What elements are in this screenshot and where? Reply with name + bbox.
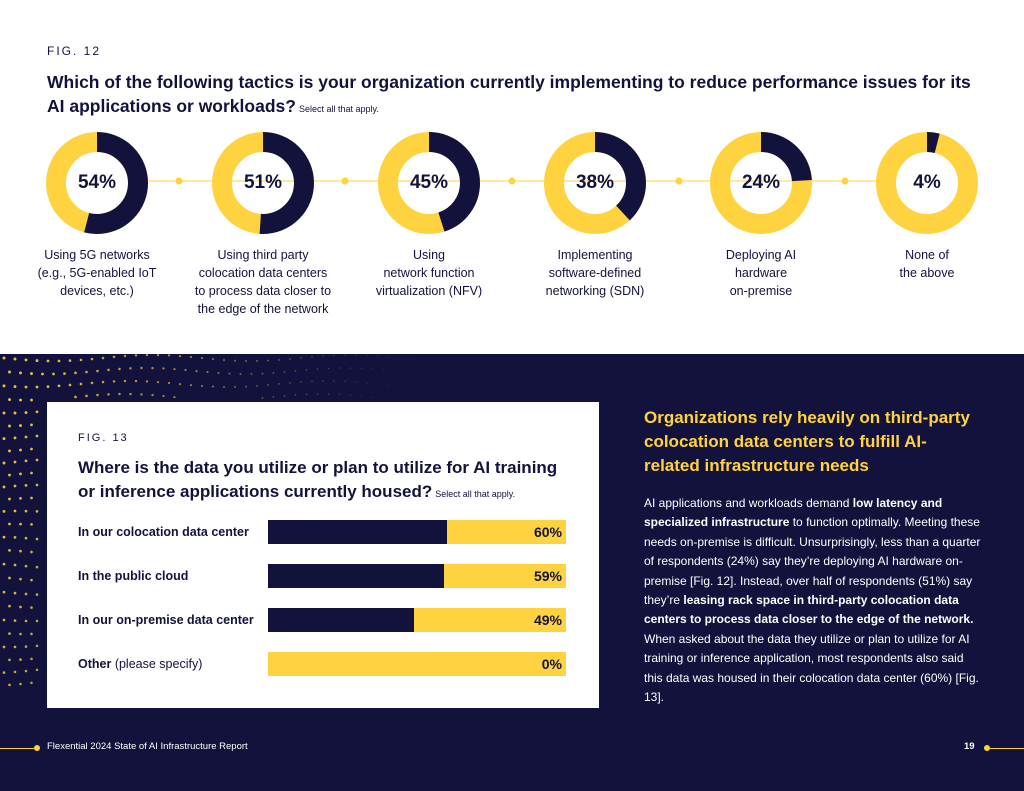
bar-label-main: In our on-premise data center	[78, 613, 254, 627]
bar-row: In the public cloud 59%	[78, 564, 566, 588]
connector-dot	[675, 177, 683, 185]
bar-track: 59%	[268, 564, 566, 588]
donut-chart: 51%	[212, 132, 314, 234]
fig13-card: FIG. 13 Where is the data you utilize or…	[47, 402, 599, 708]
bar-track: 0%	[268, 652, 566, 676]
bar-row: In our colocation data center 60%	[78, 520, 566, 544]
bar-fill	[268, 564, 444, 588]
bar-value: 60%	[533, 524, 562, 540]
donut-chart: 4%	[876, 132, 978, 234]
donut-label-line: Deploying AI	[725, 248, 797, 262]
fig12-label: FIG. 12	[47, 44, 102, 58]
bar-label: In the public cloud	[78, 564, 188, 588]
donut-label-line: None of	[905, 248, 949, 262]
donut-label-line: Using	[413, 248, 445, 262]
connector-dot	[341, 177, 349, 185]
footer-rule-left	[0, 748, 34, 749]
connector-dot	[841, 177, 849, 185]
donut-connector	[148, 177, 877, 185]
bar-label-main: Other	[78, 657, 112, 671]
sidebar-body-text: to function optimally. Meeting these nee…	[644, 515, 981, 608]
donut-percent: 45%	[409, 172, 449, 193]
bar-value: 59%	[533, 568, 562, 584]
bar-label: In our on-premise data center	[78, 608, 254, 632]
donut-label-line: virtualization (NFV)	[375, 284, 483, 298]
fig12-question: Which of the following tactics is your o…	[47, 70, 987, 121]
bar-label-note: (please specify)	[111, 657, 203, 671]
donut-label-line: Implementing	[557, 248, 633, 262]
bar-track: 49%	[268, 608, 566, 632]
donut-value-arc	[212, 132, 314, 234]
donut-label-line: Using 5G networks	[44, 248, 150, 262]
donut-percent: 38%	[575, 172, 615, 193]
sidebar-body-emphasis: leasing rack space in third-party coloca…	[644, 593, 974, 627]
sidebar-body: AI applications and workloads demand low…	[644, 494, 982, 707]
donut-value-arc	[46, 132, 148, 234]
sidebar-body-text: AI applications and workloads demand	[644, 496, 853, 510]
donut-label-line: (e.g., 5G-enabled IoT	[37, 266, 157, 280]
fig13-section: FIG. 13 Where is the data you utilize or…	[0, 354, 1024, 791]
bar-fill	[268, 520, 447, 544]
bar-label-main: In the public cloud	[78, 569, 189, 583]
footer-report-title: Flexential 2024 State of AI Infrastructu…	[47, 741, 248, 752]
donut-label-line: network function	[383, 266, 475, 280]
donut-label-line: the edge of the network	[197, 302, 329, 316]
donut-percent: 24%	[741, 172, 781, 193]
donut-label-line: networking (SDN)	[545, 284, 645, 298]
connector-dot	[508, 177, 516, 185]
donut-label-line: colocation data centers	[198, 266, 328, 280]
donut-value-arc	[710, 132, 812, 234]
footer-rule-right	[990, 748, 1024, 749]
donut-label-line: devices, etc.)	[60, 284, 134, 298]
bar-fill	[268, 608, 415, 632]
sidebar-body-emphasis: low latency and specialized infrastructu…	[644, 496, 943, 530]
sidebar-body-text: When asked about the data they utilize o…	[644, 631, 979, 705]
fig13-note: Select all that apply.	[435, 489, 516, 499]
donut-percent: 4%	[913, 172, 941, 193]
donut-label-line: the above	[899, 266, 955, 280]
donut-label-line: Using third party	[217, 248, 309, 262]
donut-chart: 54%	[46, 132, 148, 234]
fig12-section: FIG. 12 Which of the following tactics i…	[0, 0, 1024, 354]
fig13-label: FIG. 13	[78, 432, 129, 444]
donut-label-line: on-premise	[729, 284, 793, 298]
donut-value-arc	[876, 132, 978, 234]
bar-value: 0%	[541, 656, 562, 672]
footer-dot-left	[34, 745, 40, 751]
fig13-question-text: Where is the data you utilize or plan to…	[78, 458, 558, 501]
donut-chart: 45%	[378, 132, 480, 234]
sidebar-title: Organizations rely heavily on third-part…	[644, 408, 970, 475]
page-number: 19	[964, 741, 975, 752]
donut-percent: 51%	[243, 172, 283, 193]
donut-chart: 38%	[544, 132, 646, 234]
fig13-question: Where is the data you utilize or plan to…	[78, 456, 578, 506]
dot-pattern-decoration	[2, 354, 412, 687]
donut-label: Using third party colocation data centers…	[183, 246, 343, 318]
bar-label-main: In our colocation data center	[78, 525, 249, 539]
donut-label: None of the above	[847, 246, 1007, 282]
fig12-note: Select all that apply.	[298, 104, 379, 114]
bar-value: 49%	[533, 612, 562, 628]
bar-row: In our on-premise data center 49%	[78, 608, 566, 632]
donut-value-arc	[544, 132, 646, 234]
connector-dots	[175, 177, 849, 185]
donut-label-line: hardware	[734, 266, 788, 280]
connector-dot	[175, 177, 183, 185]
donut-label: Using 5G networks (e.g., 5G-enabled IoT de…	[17, 246, 177, 300]
donut-label: Deploying AI hardware on-premise	[681, 246, 841, 300]
donut-value-arc	[378, 132, 480, 234]
donut-label: Implementing software-defined networking (…	[515, 246, 675, 300]
donut-label-line: to process data closer to	[194, 284, 332, 298]
bar-row: Other (please specify) 0%	[78, 652, 566, 676]
bar-label: In our colocation data center	[78, 520, 249, 544]
fig12-question-text: Which of the following tactics is your o…	[47, 72, 971, 116]
donut-chart: 24%	[710, 132, 812, 234]
bar-track: 60%	[268, 520, 566, 544]
footer-dot-right	[984, 745, 990, 751]
donut-label-line: software-defined	[548, 266, 642, 280]
donut-label: Using network function virtualization (NFV…	[349, 246, 509, 300]
donut-percent: 54%	[77, 172, 117, 193]
bar-label: Other (please specify)	[78, 652, 202, 676]
